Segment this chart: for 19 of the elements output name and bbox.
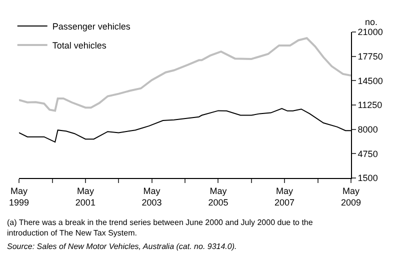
y-tick-label: 4750	[358, 148, 378, 159]
x-tick-label: May 2009	[340, 186, 362, 208]
y-tick-label: 8000	[358, 124, 378, 134]
x-tick-label: May 2001	[75, 186, 96, 208]
y-tick-label: 1500	[358, 173, 378, 184]
line-series	[19, 37, 351, 112]
x-tick-label: May 2007	[274, 186, 295, 208]
y-tick-label: 17750	[358, 51, 383, 62]
legend-label: Passenger vehicles	[52, 22, 131, 32]
x-tick-label: May 2005	[208, 186, 228, 208]
y-tick-label: 21000	[358, 27, 383, 38]
y-tick-label: 14500	[358, 76, 383, 86]
source-note: Source: Sales of New Motor Vehicles, Australia (cat. no. 9314.0).	[7, 242, 237, 251]
legend-label: Total vehicles	[52, 40, 107, 51]
x-tick-label: May 1999	[8, 186, 30, 208]
x-tick-label: May 2003	[142, 186, 162, 208]
y-tick-label: 11250	[358, 100, 382, 110]
y-axis-title: no.	[365, 17, 378, 27]
text: (a) There was a break in the trend series between June 2000 and July 2000 due to the introduction of The New Tax System.	[7, 218, 314, 238]
